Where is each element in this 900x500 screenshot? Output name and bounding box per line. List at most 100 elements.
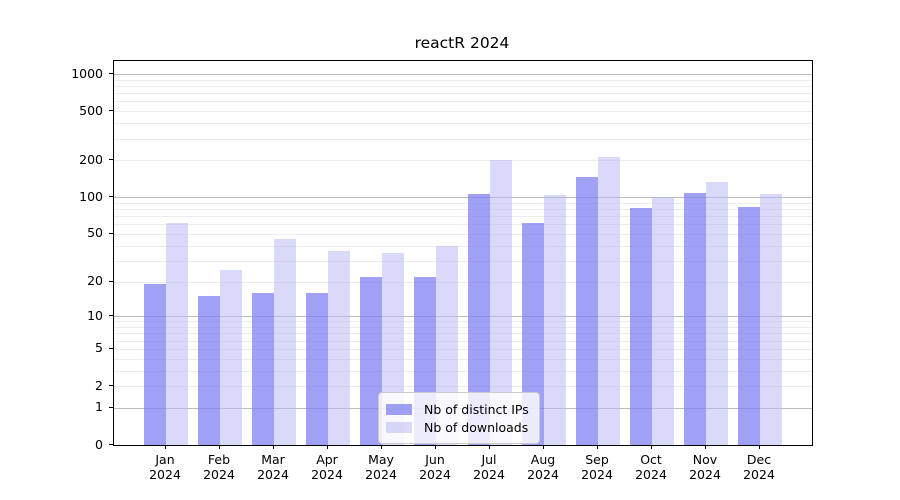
x-tick-label-month: Jun — [425, 452, 445, 467]
gridline-5 — [114, 348, 812, 350]
x-tick-aug — [543, 445, 544, 449]
y-tick-500 — [109, 110, 113, 112]
x-tick-label-year: 2024 — [365, 467, 397, 482]
gridline-200 — [114, 160, 812, 162]
legend-swatch-distinct-ips — [386, 403, 412, 415]
y-tick-1 — [109, 406, 113, 408]
bar-downloads-dec — [760, 193, 782, 445]
chart-title: reactR 2024 — [414, 34, 510, 52]
x-tick-jan — [165, 445, 166, 449]
x-tick-label-year: 2024 — [635, 467, 667, 482]
gridline-900 — [114, 79, 812, 81]
x-tick-label-month: Sep — [585, 452, 609, 467]
x-tick-oct — [651, 445, 652, 449]
bar-distinct-ips-jul — [468, 193, 490, 445]
bar-distinct-ips-sep — [576, 176, 598, 445]
x-tick-label-jul: Jul 2024 — [459, 452, 519, 482]
y-tick-label-10: 10 — [87, 307, 103, 323]
x-tick-label-feb: Feb 2024 — [189, 452, 249, 482]
gridline-50 — [114, 233, 812, 235]
x-tick-label-year: 2024 — [419, 467, 451, 482]
gridline-8 — [114, 327, 812, 328]
bar-distinct-ips-mar — [252, 292, 274, 445]
x-tick-dec — [759, 445, 760, 449]
y-tick-label-1000: 1000 — [71, 65, 103, 81]
x-tick-label-year: 2024 — [203, 467, 235, 482]
legend: Nb of distinct IPs Nb of downloads — [378, 392, 540, 444]
bar-distinct-ips-nov — [684, 193, 706, 445]
y-tick-100 — [109, 196, 113, 198]
gridline-500 — [114, 111, 812, 113]
gridline-90 — [114, 202, 812, 204]
gridline-3 — [114, 370, 812, 372]
x-tick-jul — [489, 445, 490, 449]
x-tick-label-dec: Dec 2024 — [729, 452, 789, 482]
x-tick-label-month: Jul — [481, 452, 497, 467]
y-tick-1000 — [109, 73, 113, 74]
gridline-4 — [114, 358, 812, 360]
x-tick-label-month: Feb — [207, 452, 231, 467]
gridline-60 — [114, 224, 812, 226]
bar-distinct-ips-dec — [738, 207, 760, 445]
x-tick-label-month: Oct — [640, 452, 662, 467]
x-tick-label-year: 2024 — [581, 467, 613, 482]
gridline-600 — [114, 101, 812, 103]
gridline-10 — [114, 316, 812, 318]
x-tick-jun — [435, 445, 436, 449]
y-tick-label-1: 1 — [95, 399, 103, 415]
x-tick-label-mar: Mar 2024 — [243, 452, 303, 482]
gridline-1000 — [114, 74, 812, 75]
y-tick-label-50: 50 — [87, 225, 103, 241]
gridline-20 — [114, 281, 812, 283]
y-tick-20 — [109, 280, 113, 282]
x-tick-label-oct: Oct 2024 — [621, 452, 681, 482]
legend-item-distinct-ips: Nb of distinct IPs — [386, 401, 529, 417]
x-tick-may — [381, 445, 382, 449]
legend-swatch-downloads — [386, 421, 412, 433]
x-tick-label-year: 2024 — [149, 467, 181, 482]
gridline-7 — [114, 333, 812, 335]
x-tick-label-apr: Apr 2024 — [297, 452, 357, 482]
legend-label-downloads: Nb of downloads — [424, 419, 529, 435]
y-tick-label-200: 200 — [79, 151, 103, 167]
x-tick-label-year: 2024 — [311, 467, 343, 482]
bar-distinct-ips-jan — [144, 284, 166, 445]
y-tick-label-500: 500 — [79, 102, 103, 118]
gridline-80 — [114, 209, 812, 210]
bar-downloads-apr — [328, 251, 350, 445]
gridline-9 — [114, 321, 812, 323]
bar-downloads-mar — [274, 239, 296, 445]
x-tick-label-year: 2024 — [689, 467, 721, 482]
gridline-400 — [114, 123, 812, 125]
gridline-100 — [114, 197, 812, 199]
x-tick-label-month: Jan — [155, 452, 175, 467]
y-tick-label-2: 2 — [95, 377, 103, 393]
x-tick-label-month: Dec — [746, 452, 772, 467]
gridline-700 — [114, 93, 812, 95]
x-tick-label-sep: Sep 2024 — [567, 452, 627, 482]
y-tick-label-20: 20 — [87, 273, 103, 288]
y-tick-5 — [109, 347, 113, 349]
x-tick-label-month: Aug — [530, 452, 556, 467]
x-tick-label-year: 2024 — [743, 467, 775, 482]
bar-downloads-oct — [652, 197, 674, 445]
gridline-300 — [114, 138, 812, 140]
bar-downloads-sep — [598, 156, 620, 445]
x-tick-sep — [597, 445, 598, 449]
bar-distinct-ips-aug — [522, 222, 544, 445]
y-tick-10 — [109, 315, 113, 317]
gridline-30 — [114, 260, 812, 262]
legend-item-downloads: Nb of downloads — [386, 419, 529, 435]
bar-distinct-ips-feb — [198, 296, 220, 445]
x-tick-label-nov: Nov 2024 — [675, 452, 735, 482]
y-tick-2 — [109, 385, 113, 386]
bar-distinct-ips-may — [360, 276, 382, 445]
x-tick-label-month: Apr — [316, 452, 338, 467]
bar-distinct-ips-apr — [306, 292, 328, 445]
x-tick-label-month: May — [368, 452, 394, 467]
x-tick-label-year: 2024 — [473, 467, 505, 482]
gridline-800 — [114, 86, 812, 87]
y-tick-label-100: 100 — [79, 188, 103, 204]
x-tick-apr — [327, 445, 328, 449]
